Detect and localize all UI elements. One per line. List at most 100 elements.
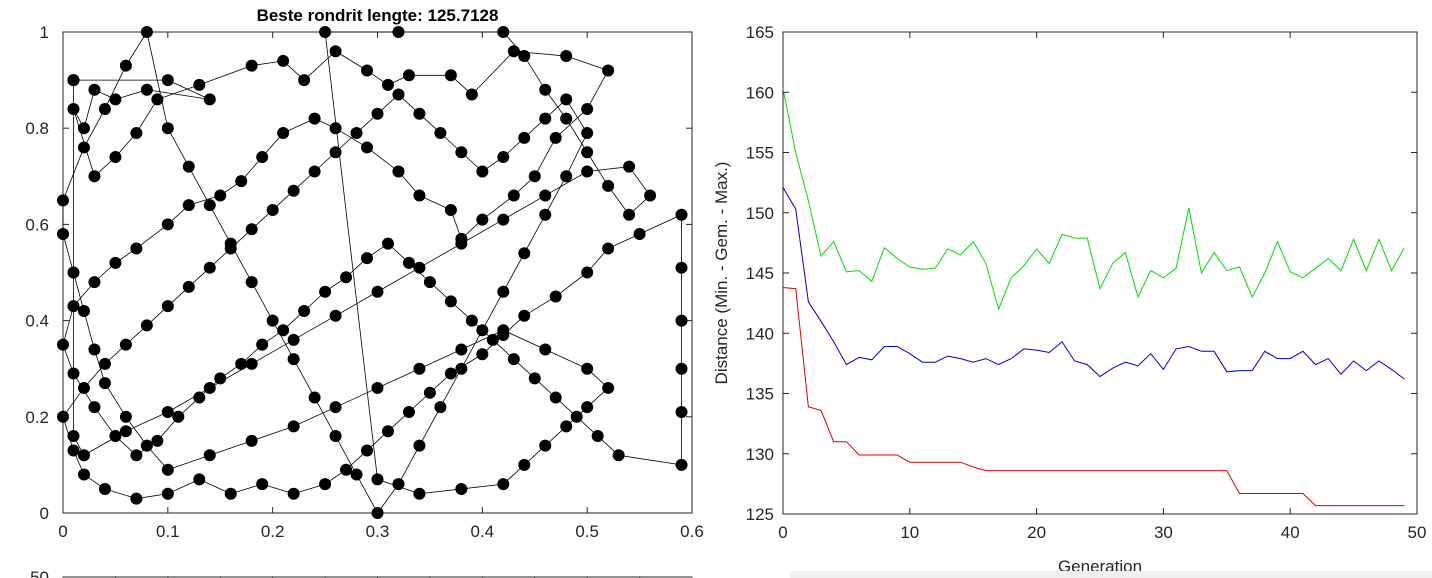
city-point	[193, 473, 206, 486]
tour-edge	[83, 108, 106, 148]
tour-edge	[503, 195, 546, 220]
y-tick-label: 145	[746, 264, 774, 283]
city-point	[277, 324, 290, 337]
tour-title: Beste rondrit lengte: 125.7128	[257, 6, 499, 25]
city-point	[224, 237, 237, 250]
city-point	[98, 482, 111, 495]
tour-edge	[523, 55, 546, 90]
city-point	[381, 78, 394, 91]
city-point	[633, 228, 646, 241]
city-point	[497, 213, 510, 226]
tour-edge	[502, 253, 525, 292]
city-point	[245, 223, 258, 236]
city-point	[675, 314, 688, 327]
city-point	[539, 343, 552, 356]
city-point	[140, 83, 153, 96]
city-point	[570, 410, 583, 423]
city-point	[413, 362, 426, 375]
tour-edge	[167, 387, 210, 413]
city-point	[287, 420, 300, 433]
city-point	[88, 276, 101, 289]
city-point	[518, 50, 531, 63]
y-tick-label: 135	[746, 385, 774, 404]
city-point	[287, 353, 300, 366]
city-point	[413, 439, 426, 452]
convergence-series	[782, 88, 1405, 507]
city-point	[497, 324, 510, 337]
city-point	[444, 367, 457, 380]
city-point	[476, 165, 489, 178]
tour-edge	[335, 435, 357, 475]
convergence-plot: 0 10 20 30 40 50 125130135140145150155160165 …	[712, 23, 1426, 576]
y-tick-label: 155	[746, 144, 774, 163]
tour-edge	[524, 296, 556, 317]
city-point	[266, 203, 279, 216]
city-point	[539, 439, 552, 452]
tour-plot: 0 0.1 0.2 0.3 0.4 0.5 0.6 0 0.2 0.4 0.6 0.8 1 Beste…	[25, 6, 703, 541]
city-point	[109, 93, 122, 106]
figure-panel-background	[790, 571, 1432, 578]
tour-edge	[146, 89, 210, 100]
y-tick-label: 1	[40, 23, 49, 42]
city-point	[381, 237, 394, 250]
tour-edge	[209, 440, 252, 456]
y-tick-label: 0.8	[25, 119, 49, 138]
city-point	[361, 141, 374, 154]
city-point	[518, 247, 531, 260]
city-point	[57, 228, 69, 241]
tour-edge	[555, 108, 588, 139]
tour-edge	[251, 339, 294, 365]
tour-edge	[335, 291, 378, 317]
tour-edge	[377, 368, 420, 389]
city-point	[539, 189, 552, 202]
y-tick-label: 140	[746, 324, 774, 343]
y-tick-label: 125	[746, 505, 774, 524]
city-point	[465, 314, 478, 327]
tour-edge	[251, 426, 294, 442]
city-point	[88, 343, 101, 356]
city-point	[235, 357, 248, 370]
city-point	[528, 170, 541, 183]
tour-edge	[545, 349, 588, 370]
tour-edge	[125, 31, 148, 66]
x-tick-label: 10	[900, 523, 919, 542]
tour-edge	[104, 382, 127, 418]
y-tick-label: 150	[746, 204, 774, 223]
city-point	[130, 242, 143, 255]
city-point	[602, 381, 615, 394]
city-point	[497, 26, 510, 38]
x-tick-label: 0	[778, 523, 787, 542]
tour-edge	[62, 233, 74, 273]
city-point	[381, 425, 394, 438]
city-point	[256, 151, 269, 164]
city-point	[308, 165, 321, 178]
city-point	[392, 165, 405, 178]
city-point	[518, 131, 531, 144]
tour-edge	[419, 406, 441, 446]
city-point	[340, 271, 353, 284]
city-point	[67, 74, 80, 87]
city-point	[235, 175, 248, 188]
city-point	[581, 102, 594, 115]
city-point	[539, 208, 552, 221]
y-tick-label: 0.4	[25, 312, 49, 331]
tour-edge	[251, 281, 274, 321]
city-point	[140, 439, 153, 452]
city-point	[392, 88, 405, 101]
tour-edge	[461, 330, 483, 369]
tour-edge	[167, 128, 190, 167]
city-point	[245, 59, 258, 72]
city-point	[161, 300, 174, 313]
city-point	[161, 74, 174, 87]
tour-edge	[471, 50, 515, 95]
tour-cities	[57, 26, 688, 519]
city-point	[612, 449, 625, 462]
tour-edge	[366, 147, 399, 172]
city-point	[476, 213, 489, 226]
city-point	[329, 45, 342, 58]
city-point	[161, 463, 174, 476]
city-point	[402, 405, 415, 418]
city-point	[98, 102, 111, 115]
city-point	[455, 343, 468, 356]
